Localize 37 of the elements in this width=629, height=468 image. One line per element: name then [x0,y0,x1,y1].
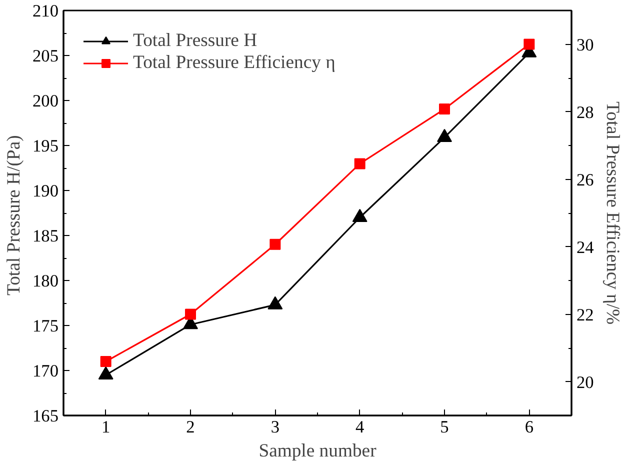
x-tick-label: 5 [440,418,449,436]
y-axis-title: Total Pressure H/(Pa) [4,135,25,296]
y-tick-label: 175 [32,316,59,336]
point [354,158,366,170]
point [270,238,281,250]
point [439,104,450,115]
point [268,296,283,310]
y-tick-label: 210 [32,2,59,20]
legend-label: Total Pressure Efficiency η [133,52,336,74]
point [524,38,535,50]
y-tick-label: 190 [32,182,59,200]
x-axis-title: Sample number [258,440,378,462]
y-tick-label: 165 [32,406,59,426]
x-tick-label: 3 [270,418,280,436]
point [437,128,452,142]
y-tick-label: 200 [32,92,59,110]
y2-tick-label: 24 [576,238,594,257]
point [100,356,112,367]
y-tick-label: 205 [32,46,59,66]
y2-tick-label: 28 [576,102,594,122]
point [185,308,196,320]
y-tick-label: 185 [32,226,59,246]
y-tick-label: 195 [32,136,59,156]
x-tick-label: 4 [356,418,364,436]
y2-tick-label: 30 [576,35,594,54]
y2-axis-title: Total Pressure Efficiency η/% [602,101,623,325]
legend-label: Total Pressure H [133,30,258,52]
x-tick-label: 6 [524,418,534,436]
x-tick-label: 1 [102,418,110,436]
y2-tick-label: 22 [576,305,594,324]
y-tick-label: 180 [32,272,59,290]
y2-tick-label: 26 [576,170,594,190]
x-tick-label: 2 [186,418,195,436]
y-tick-label: 170 [32,362,59,380]
point [352,208,368,222]
point [98,366,114,380]
y2-tick-label: 20 [576,372,594,392]
